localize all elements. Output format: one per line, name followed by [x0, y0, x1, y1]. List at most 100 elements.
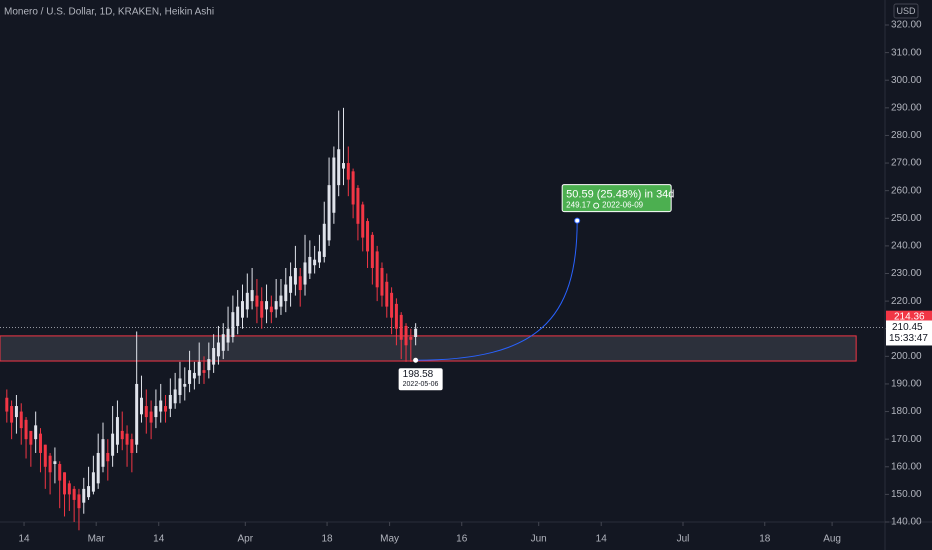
candle-body [231, 312, 235, 338]
high-price-box [886, 310, 932, 323]
y-tick-label: 140.00 [891, 517, 922, 528]
candle-body [34, 425, 38, 440]
chart-title: Monero / U.S. Dollar, 1D, KRAKEN, Heikin… [4, 7, 214, 18]
y-tick-label: 260.00 [891, 185, 922, 196]
candle-body [298, 276, 302, 291]
target-text: 50.59 (25.48%) in 34d [566, 188, 674, 200]
x-tick-label: 18 [759, 534, 771, 545]
y-tick-label: 250.00 [891, 213, 922, 224]
currency-box[interactable] [893, 3, 919, 19]
candle-body [289, 276, 293, 293]
candle-body [96, 452, 100, 484]
candle-body [399, 314, 403, 340]
target-date: 2022-06-09 [602, 201, 643, 210]
candle-body [236, 306, 240, 326]
candle-body [5, 397, 9, 412]
projection-start [413, 357, 419, 363]
candle-body [135, 383, 139, 445]
y-tick-label: 170.00 [891, 434, 922, 445]
candle-body [327, 185, 331, 241]
candle-body [207, 359, 211, 371]
x-tick-label: 14 [596, 534, 608, 545]
candle-body [67, 483, 71, 495]
candle-body [82, 488, 86, 503]
candle-body [332, 157, 336, 213]
x-tick-label: 14 [18, 534, 30, 545]
candle-body [173, 389, 177, 404]
candle-body [178, 378, 182, 395]
candle-body [370, 234, 374, 268]
candle-body [212, 348, 216, 365]
candle-body [130, 439, 134, 453]
candle-body [115, 417, 119, 445]
candle-body [361, 204, 365, 238]
y-tick-label: 240.00 [891, 241, 922, 252]
currency[interactable]: USD [896, 6, 916, 16]
x-tick-label: Mar [88, 534, 106, 545]
y-tick-label: 300.00 [891, 75, 922, 86]
candle-body [414, 328, 418, 338]
candle-body [192, 372, 196, 379]
y-tick-label: 150.00 [891, 489, 922, 500]
start-date: 2022-05-06 [403, 381, 439, 388]
candle-body [313, 259, 317, 266]
candle-body [63, 472, 67, 495]
candle-body [255, 295, 259, 307]
projection-end [574, 217, 581, 224]
candle-body [106, 452, 110, 462]
high-price-label: 214.36 [894, 311, 925, 322]
candle-body [341, 163, 345, 169]
y-tick-label: 280.00 [891, 130, 922, 141]
x-tick-label: Apr [238, 534, 254, 545]
x-tick-label: Aug [823, 534, 841, 545]
candle-body [303, 262, 307, 285]
y-tick-label: 190.00 [891, 379, 922, 390]
y-tick-label: 320.00 [891, 20, 922, 31]
candle-body [322, 223, 326, 257]
candle-body [10, 406, 14, 423]
candle-body [139, 397, 143, 415]
candle-body [154, 406, 158, 418]
candle-body [149, 411, 153, 423]
candle-body [226, 328, 230, 343]
candle-body [53, 461, 57, 465]
candle-body [111, 433, 115, 456]
candle-body [245, 292, 249, 310]
candle-body [77, 494, 81, 509]
candle-body [375, 251, 379, 288]
candle-body [188, 370, 192, 384]
candle-body [356, 187, 360, 224]
candle-body [164, 406, 168, 412]
candle-body [87, 486, 91, 498]
candle-body [14, 406, 18, 418]
candle-body [385, 281, 389, 307]
candle-body [380, 267, 384, 296]
x-tick-label: May [380, 534, 399, 545]
target-price: 249.17 [566, 201, 591, 210]
y-tick-label: 230.00 [891, 268, 922, 279]
candle-body [308, 256, 312, 274]
y-tick-label: 290.00 [891, 102, 922, 113]
candle-body [72, 488, 76, 500]
candle-body [269, 306, 273, 313]
candle-body [125, 433, 129, 445]
candle-body [183, 383, 187, 387]
target-label-box [561, 184, 672, 213]
candle-body [366, 221, 370, 252]
candle-body [260, 301, 264, 318]
candle-body [293, 267, 297, 285]
clock-icon [593, 202, 600, 209]
x-tick-label: Jul [677, 534, 690, 545]
candle-body [346, 163, 350, 180]
candle-body [58, 464, 62, 481]
candle-body [91, 472, 95, 492]
x-tick-label: 18 [322, 534, 334, 545]
candle-body [43, 444, 47, 467]
candle-body [120, 430, 124, 440]
start-price: 198.58 [403, 369, 434, 380]
candle-body [404, 325, 408, 346]
last-price-label: 210.45 [892, 322, 923, 333]
candle-body [144, 406, 148, 418]
candle-body [216, 342, 220, 357]
